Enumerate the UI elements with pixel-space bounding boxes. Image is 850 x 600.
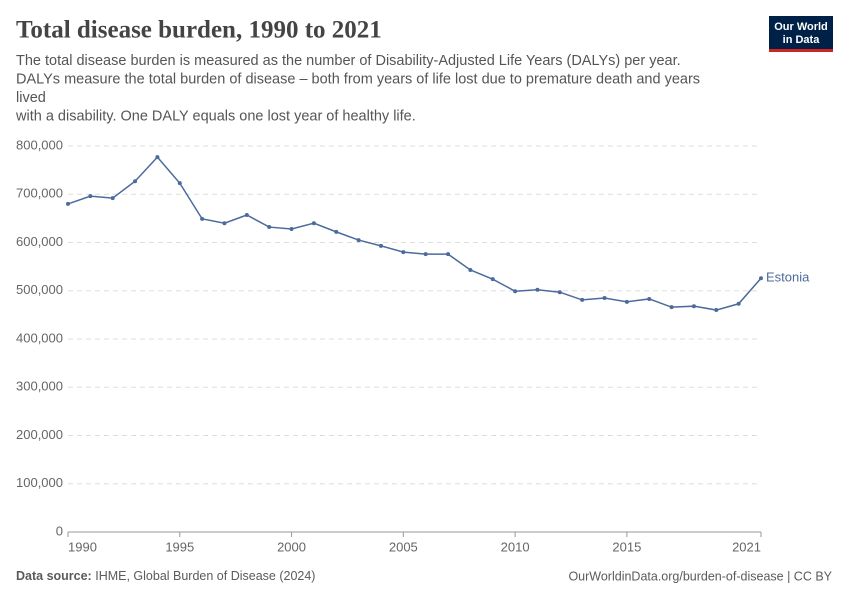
point [267,225,272,230]
point [669,305,674,310]
point [557,290,562,295]
point [535,287,540,292]
x-tick-label: 1995 [165,539,194,554]
source-label: Data source: [16,569,92,583]
point [446,252,451,257]
subtitle: lived [16,90,46,106]
point [624,299,629,304]
point [580,297,585,302]
point [334,229,339,234]
point [490,277,495,282]
point [513,289,518,294]
line [67,155,762,311]
source: Data source: IHME, Global Burden of Dise… [16,569,315,583]
y-tick-label: 500,000 [16,282,63,297]
point [289,226,294,231]
point [311,221,316,226]
source-text: IHME, Global Burden of Disease (2024) [95,569,315,583]
point [602,295,607,300]
point [691,304,696,309]
y-tick-label: 300,000 [16,379,63,394]
point [356,238,361,243]
x-tick-label: 1990 [68,539,97,554]
subtitle: The total disease burden is measured as … [16,53,681,69]
logo-bar [769,49,833,52]
logo[interactable]: Our World in Data [769,16,833,52]
point [423,252,428,257]
point [468,268,473,273]
y-tick-label: 600,000 [16,234,63,249]
point [401,250,406,255]
y-tick-label: 800,000 [16,137,63,152]
point [647,296,652,301]
y-tick-label: 700,000 [16,186,63,201]
x-tick-label: 2005 [389,539,418,554]
url[interactable]: OurWorldinData.org/burden-of-disease | C… [568,569,832,583]
point [222,221,227,226]
point [378,243,383,248]
point [759,276,763,281]
y-tick-label: 100,000 [16,475,63,490]
x-tick-label: 2015 [612,539,641,554]
point [155,155,160,160]
chart-title: Total disease burden, 1990 to 2021 [16,17,382,44]
point [736,301,741,306]
point [110,196,115,201]
point [244,212,249,217]
y-tick-label: 400,000 [16,330,63,345]
y-tick-label: 200,000 [16,427,63,442]
point [177,181,182,186]
x-tick-label: 2000 [277,539,306,554]
point [88,194,93,199]
y-tick-label: 0 [56,523,63,538]
logo-box[interactable] [769,16,833,50]
logo-text: Our World [774,21,828,33]
x-tick-label: 2010 [501,539,530,554]
point [714,308,719,313]
subtitle: DALYs measure the total burden of diseas… [16,71,700,87]
x-tick-label: 2021 [732,539,761,554]
subtitle: with a disability. One DALY equals one l… [15,108,416,124]
series-label: Estonia [766,270,810,285]
point [200,216,205,221]
point [133,179,138,184]
point [66,201,70,206]
logo-text: in Data [783,34,821,46]
